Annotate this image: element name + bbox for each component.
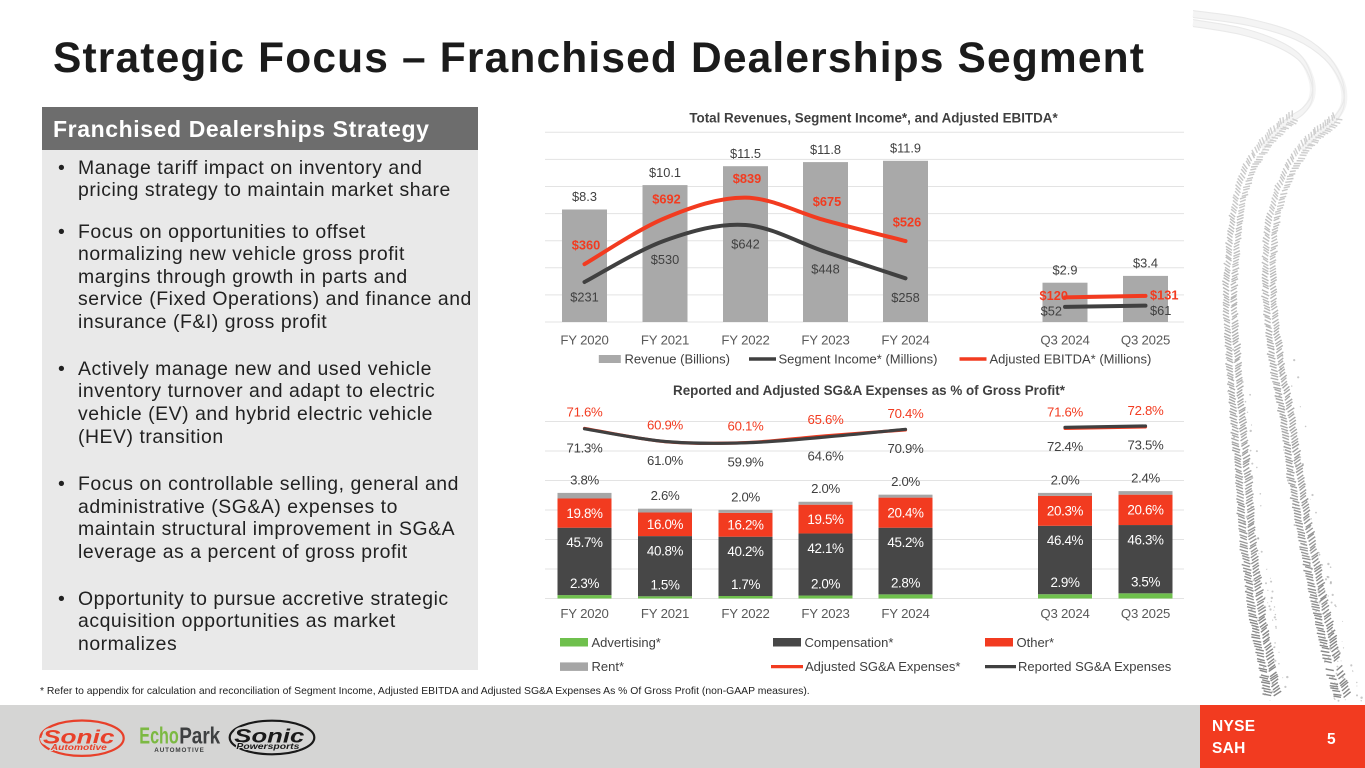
- svg-text:FY 2020: FY 2020: [560, 606, 608, 621]
- svg-text:Q3 2025: Q3 2025: [1121, 606, 1170, 621]
- svg-text:Reported and Adjusted SG&A Exp: Reported and Adjusted SG&A Expenses as %…: [673, 383, 1066, 398]
- svg-text:Adjusted SG&A Expenses*: Adjusted SG&A Expenses*: [805, 659, 960, 674]
- svg-text:61.0%: 61.0%: [647, 453, 683, 468]
- svg-text:71.6%: 71.6%: [567, 404, 603, 419]
- svg-text:FY 2023: FY 2023: [801, 333, 849, 348]
- svg-text:Q3 2024: Q3 2024: [1040, 333, 1089, 348]
- svg-text:$448: $448: [811, 262, 839, 277]
- svg-text:3.8%: 3.8%: [570, 472, 599, 487]
- svg-text:3.5%: 3.5%: [1131, 574, 1161, 589]
- svg-text:AUTOMOTIVE: AUTOMOTIVE: [154, 747, 204, 754]
- svg-text:2.8%: 2.8%: [891, 575, 921, 590]
- svg-text:FY 2021: FY 2021: [641, 606, 689, 621]
- svg-text:$839: $839: [733, 171, 761, 186]
- svg-text:2.0%: 2.0%: [811, 577, 841, 592]
- svg-text:Automotive: Automotive: [50, 742, 108, 752]
- svg-text:Compensation*: Compensation*: [805, 635, 894, 650]
- svg-text:Revenue (Billions): Revenue (Billions): [625, 351, 731, 366]
- svg-text:FY 2021: FY 2021: [641, 333, 689, 348]
- svg-text:2.0%: 2.0%: [891, 474, 920, 489]
- svg-text:Q3 2025: Q3 2025: [1121, 333, 1170, 348]
- svg-text:60.1%: 60.1%: [728, 419, 764, 434]
- svg-text:46.3%: 46.3%: [1127, 532, 1164, 547]
- svg-text:$10.1: $10.1: [649, 165, 681, 180]
- svg-text:$526: $526: [893, 215, 921, 230]
- svg-text:2.0%: 2.0%: [811, 481, 840, 496]
- svg-text:Sonic: Sonic: [43, 727, 115, 749]
- svg-text:$675: $675: [813, 194, 841, 209]
- svg-text:72.8%: 72.8%: [1128, 403, 1164, 418]
- svg-text:65.6%: 65.6%: [808, 412, 844, 427]
- svg-text:70.4%: 70.4%: [888, 406, 924, 421]
- svg-text:$692: $692: [652, 192, 680, 207]
- svg-text:FY 2023: FY 2023: [801, 606, 849, 621]
- svg-text:45.7%: 45.7%: [566, 535, 603, 550]
- svg-text:70.9%: 70.9%: [888, 441, 924, 456]
- svg-text:Rent*: Rent*: [592, 659, 625, 674]
- svg-text:$231: $231: [570, 290, 598, 305]
- svg-text:1.7%: 1.7%: [731, 577, 761, 592]
- svg-text:FY 2022: FY 2022: [721, 333, 769, 348]
- svg-text:$120: $120: [1040, 288, 1068, 303]
- svg-text:2.0%: 2.0%: [731, 489, 760, 504]
- svg-text:Advertising*: Advertising*: [592, 635, 661, 650]
- svg-text:2.3%: 2.3%: [570, 576, 600, 591]
- svg-text:Echo: Echo: [139, 723, 179, 749]
- svg-text:$131: $131: [1150, 287, 1178, 302]
- svg-text:2.0%: 2.0%: [1051, 472, 1080, 487]
- svg-text:Q3 2024: Q3 2024: [1040, 606, 1089, 621]
- svg-text:$8.3: $8.3: [572, 189, 597, 204]
- svg-text:Sonic: Sonic: [234, 726, 304, 748]
- svg-text:64.6%: 64.6%: [808, 449, 844, 464]
- svg-text:60.9%: 60.9%: [647, 418, 683, 433]
- svg-text:$530: $530: [651, 252, 679, 267]
- svg-text:73.5%: 73.5%: [1128, 438, 1164, 453]
- svg-text:$11.8: $11.8: [810, 142, 841, 157]
- svg-text:71.6%: 71.6%: [1047, 404, 1083, 419]
- svg-text:46.4%: 46.4%: [1047, 533, 1084, 548]
- svg-text:20.3%: 20.3%: [1047, 504, 1084, 519]
- svg-text:Total Revenues, Segment Income: Total Revenues, Segment Income*, and Adj…: [689, 111, 1058, 126]
- svg-text:Reported SG&A Expenses: Reported SG&A Expenses: [1018, 659, 1172, 674]
- svg-text:$258: $258: [891, 290, 919, 305]
- svg-text:40.2%: 40.2%: [727, 544, 764, 559]
- svg-text:59.9%: 59.9%: [728, 454, 764, 469]
- svg-text:$52: $52: [1041, 304, 1062, 319]
- svg-text:42.1%: 42.1%: [807, 541, 844, 556]
- svg-text:19.8%: 19.8%: [566, 506, 603, 521]
- svg-text:40.8%: 40.8%: [647, 544, 684, 559]
- svg-text:$11.9: $11.9: [890, 141, 921, 156]
- svg-text:2.9%: 2.9%: [1050, 575, 1080, 590]
- svg-text:2.6%: 2.6%: [651, 488, 680, 503]
- svg-text:Powersports: Powersports: [236, 741, 299, 751]
- svg-text:20.4%: 20.4%: [887, 506, 924, 521]
- svg-text:2.4%: 2.4%: [1131, 471, 1160, 486]
- svg-text:20.6%: 20.6%: [1127, 503, 1164, 518]
- svg-text:FY 2022: FY 2022: [721, 606, 769, 621]
- svg-text:Adjusted EBITDA* (Millions): Adjusted EBITDA* (Millions): [990, 351, 1152, 366]
- svg-text:16.0%: 16.0%: [647, 517, 684, 532]
- svg-text:$3.4: $3.4: [1133, 256, 1158, 271]
- svg-text:$360: $360: [572, 238, 600, 253]
- svg-text:$2.9: $2.9: [1053, 262, 1078, 277]
- svg-text:Other*: Other*: [1017, 635, 1055, 650]
- svg-text:Park: Park: [179, 723, 220, 749]
- svg-text:72.4%: 72.4%: [1047, 439, 1083, 454]
- svg-text:$642: $642: [731, 236, 759, 251]
- svg-text:45.2%: 45.2%: [887, 535, 924, 550]
- svg-text:FY 2024: FY 2024: [881, 606, 929, 621]
- svg-text:Segment Income* (Millions): Segment Income* (Millions): [779, 351, 938, 366]
- svg-text:$11.5: $11.5: [730, 146, 761, 161]
- svg-text:19.5%: 19.5%: [807, 512, 844, 527]
- svg-text:$61: $61: [1150, 303, 1171, 318]
- svg-text:FY 2020: FY 2020: [560, 333, 608, 348]
- svg-text:16.2%: 16.2%: [727, 518, 764, 533]
- svg-text:FY 2024: FY 2024: [881, 333, 929, 348]
- svg-text:71.3%: 71.3%: [567, 440, 603, 455]
- svg-text:1.5%: 1.5%: [650, 577, 680, 592]
